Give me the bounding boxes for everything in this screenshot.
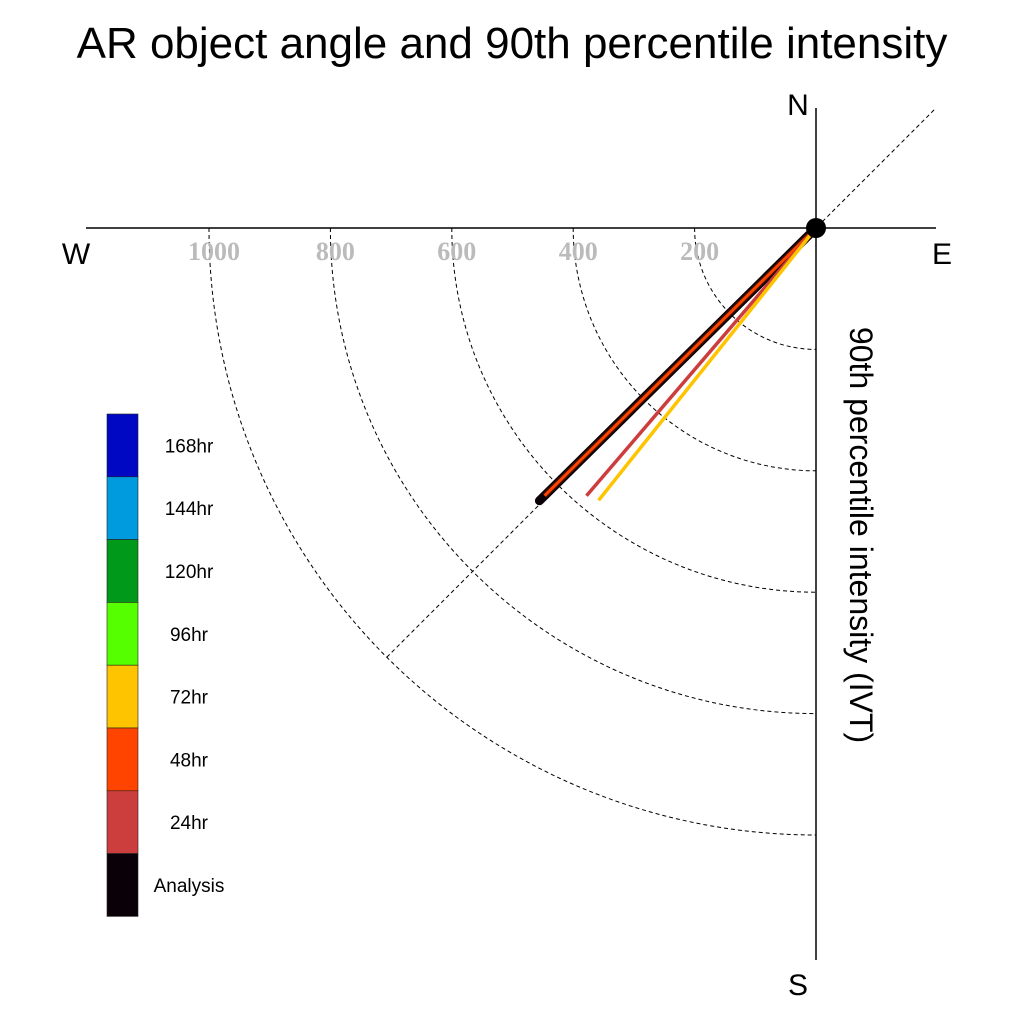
- series-line-24hr: [585, 226, 818, 497]
- north-label: N: [787, 89, 809, 122]
- origin-marker: [806, 218, 826, 238]
- legend-swatch-24hr: [106, 790, 139, 854]
- east-label: E: [932, 238, 952, 271]
- west-label: W: [62, 238, 91, 271]
- legend-swatch-168hr: [106, 413, 139, 478]
- south-label: S: [788, 969, 808, 1002]
- tick-label-1000: 1000: [188, 237, 240, 266]
- tick-label-200: 200: [680, 237, 719, 266]
- legend-label-24hr: 24hr: [170, 813, 209, 834]
- grid-arc-200: [694, 227, 817, 350]
- legend-label-96hr: 96hr: [170, 625, 209, 646]
- tick-label-400: 400: [559, 237, 598, 266]
- legend-label-72hr: 72hr: [170, 688, 209, 709]
- series-line-48hr: [543, 226, 818, 497]
- legend-swatch-72hr: [106, 664, 139, 729]
- legend-swatch-96hr: [106, 602, 139, 666]
- series-layer: [534, 223, 821, 506]
- tick-label-600: 600: [437, 237, 476, 266]
- legend-swatch-48hr: [106, 727, 139, 792]
- grid-arc-600: [451, 227, 817, 593]
- chart-title: AR object angle and 90th percentile inte…: [77, 19, 948, 68]
- series-line-72hr: [597, 226, 818, 502]
- legend-label-144hr: 144hr: [165, 499, 214, 520]
- legend-swatch-120hr: [106, 539, 139, 603]
- legend-label-120hr: 120hr: [165, 562, 214, 583]
- legend-label-analysis: Analysis: [154, 876, 225, 897]
- legend-swatch-144hr: [106, 476, 139, 540]
- legend-label-168hr: 168hr: [165, 436, 214, 457]
- radial-tick-labels: 200 400 600 800 1000: [188, 237, 719, 266]
- radial-axis-label: 90th percentile intensity (IVT): [843, 327, 879, 743]
- legend: 168hr 144hr 120hr 96hr 72hr 48hr 24hr Analysis: [106, 413, 225, 917]
- tick-label-800: 800: [316, 237, 355, 266]
- legend-label-48hr: 48hr: [170, 750, 209, 771]
- legend-swatch-analysis: [106, 853, 139, 917]
